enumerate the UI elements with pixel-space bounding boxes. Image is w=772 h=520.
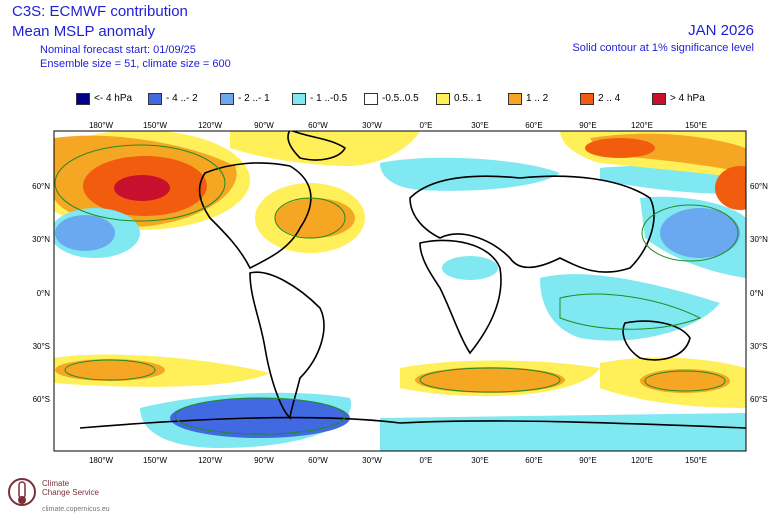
coastlines	[79, 131, 746, 429]
lon-label: 60°E	[525, 121, 542, 130]
anomaly-area	[380, 157, 560, 191]
copernicus-climate-logo-icon	[8, 478, 36, 506]
anomaly-area	[275, 198, 355, 238]
anomaly-area	[442, 256, 498, 280]
lon-label: 90°E	[579, 121, 596, 130]
mslp-anomaly-map: 180°W 150°W 120°W 90°W 60°W 30°W 0°E 30°…	[32, 121, 768, 465]
anomaly-area	[640, 369, 730, 393]
logo-name-line2: Change Service	[42, 488, 99, 497]
lon-label: 180°W	[89, 121, 114, 130]
anomaly-area	[55, 215, 115, 251]
lon-labels-bottom: 180°W 150°W 120°W 90°W 60°W 30°W 0°E 30°…	[89, 456, 707, 465]
anomaly-area	[715, 166, 746, 210]
variable-title: Mean MSLP anomaly	[12, 23, 156, 40]
logo-url[interactable]: climate.copernicus.eu	[42, 506, 110, 513]
legend-swatch	[508, 93, 522, 105]
legend-swatch	[580, 93, 594, 105]
legend-label: > 4 hPa	[670, 93, 705, 104]
legend-swatch	[76, 93, 90, 105]
lon-label: 60°W	[308, 121, 328, 130]
lon-label: 120°E	[631, 121, 653, 130]
legend-label: <- 4 hPa	[94, 93, 133, 104]
lon-label: 30°E	[471, 121, 488, 130]
legend-label: 1 .. 2	[526, 93, 549, 104]
legend-swatch	[148, 93, 162, 105]
lat-label: 60°S	[33, 395, 50, 404]
lat-label: 60°N	[750, 182, 768, 191]
anomaly-area	[55, 359, 165, 381]
lon-label: 0°E	[420, 456, 433, 465]
anomaly-area	[230, 131, 420, 167]
anomaly-area	[415, 367, 565, 393]
lon-label: 60°W	[308, 456, 328, 465]
product-title: C3S: ECMWF contribution	[12, 3, 188, 20]
anomaly-area	[585, 138, 655, 158]
legend-swatch	[364, 93, 378, 105]
lon-label: 60°E	[525, 456, 542, 465]
lat-label: 30°S	[33, 342, 50, 351]
legend-swatch	[292, 93, 306, 105]
lat-label: 0°N	[37, 289, 51, 298]
lon-label: 90°E	[579, 456, 596, 465]
lat-label: 60°N	[32, 182, 50, 191]
lon-label: 180°W	[89, 456, 114, 465]
lat-label: 30°N	[32, 235, 50, 244]
lat-label: 60°S	[750, 395, 767, 404]
legend-label: 0.5.. 1	[454, 93, 482, 104]
lat-label: 30°S	[750, 342, 767, 351]
copernicus-logo[interactable]: Climate Change Service climate.copernicu…	[6, 472, 226, 518]
lon-label: 120°E	[631, 456, 653, 465]
forecast-start: Nominal forecast start: 01/09/25	[40, 44, 196, 56]
lon-label: 120°W	[198, 121, 223, 130]
lon-label: 30°W	[362, 121, 382, 130]
lon-label: 150°W	[143, 121, 168, 130]
ensemble-size: Ensemble size = 51, climate size = 600	[40, 58, 231, 70]
legend-label: - 1 ..-0.5	[310, 93, 348, 104]
logo-name: Climate Change Service	[42, 479, 99, 497]
lon-label: 0°E	[420, 121, 433, 130]
lon-label: 30°E	[471, 456, 488, 465]
legend-swatch	[436, 93, 450, 105]
lon-label: 30°W	[362, 456, 382, 465]
lat-labels-left: 60°N 30°N 0°N 30°S 60°S	[32, 182, 50, 404]
lon-label: 150°E	[685, 456, 707, 465]
lon-labels-top: 180°W 150°W 120°W 90°W 60°W 30°W 0°E 30°…	[89, 121, 707, 130]
lon-label: 90°W	[254, 456, 274, 465]
legend-label: -0.5..0.5	[382, 93, 419, 104]
lat-label: 30°N	[750, 235, 768, 244]
map-border	[53, 130, 747, 452]
anomaly-area	[380, 413, 746, 451]
lon-label: 120°W	[198, 456, 223, 465]
lat-label: 0°N	[750, 289, 764, 298]
significance-note: Solid contour at 1% significance level	[572, 42, 754, 54]
lon-label: 150°E	[685, 121, 707, 130]
anomaly-area	[114, 175, 170, 201]
anomaly-fields	[54, 131, 746, 451]
anomaly-area	[540, 274, 720, 341]
legend-label: 2 .. 4	[598, 93, 621, 104]
legend-label: - 2 ..- 1	[238, 93, 270, 104]
lat-labels-right: 60°N 30°N 0°N 30°S 60°S	[750, 182, 768, 404]
valid-month: JAN 2026	[688, 22, 754, 39]
anomaly-area	[660, 208, 740, 258]
legend-swatch	[220, 93, 234, 105]
lon-label: 150°W	[143, 456, 168, 465]
legend-swatch	[652, 93, 666, 105]
legend-label: - 4 ..- 2	[166, 93, 198, 104]
logo-name-line1: Climate	[42, 479, 70, 488]
lon-label: 90°W	[254, 121, 274, 130]
significance-contours	[54, 144, 739, 435]
